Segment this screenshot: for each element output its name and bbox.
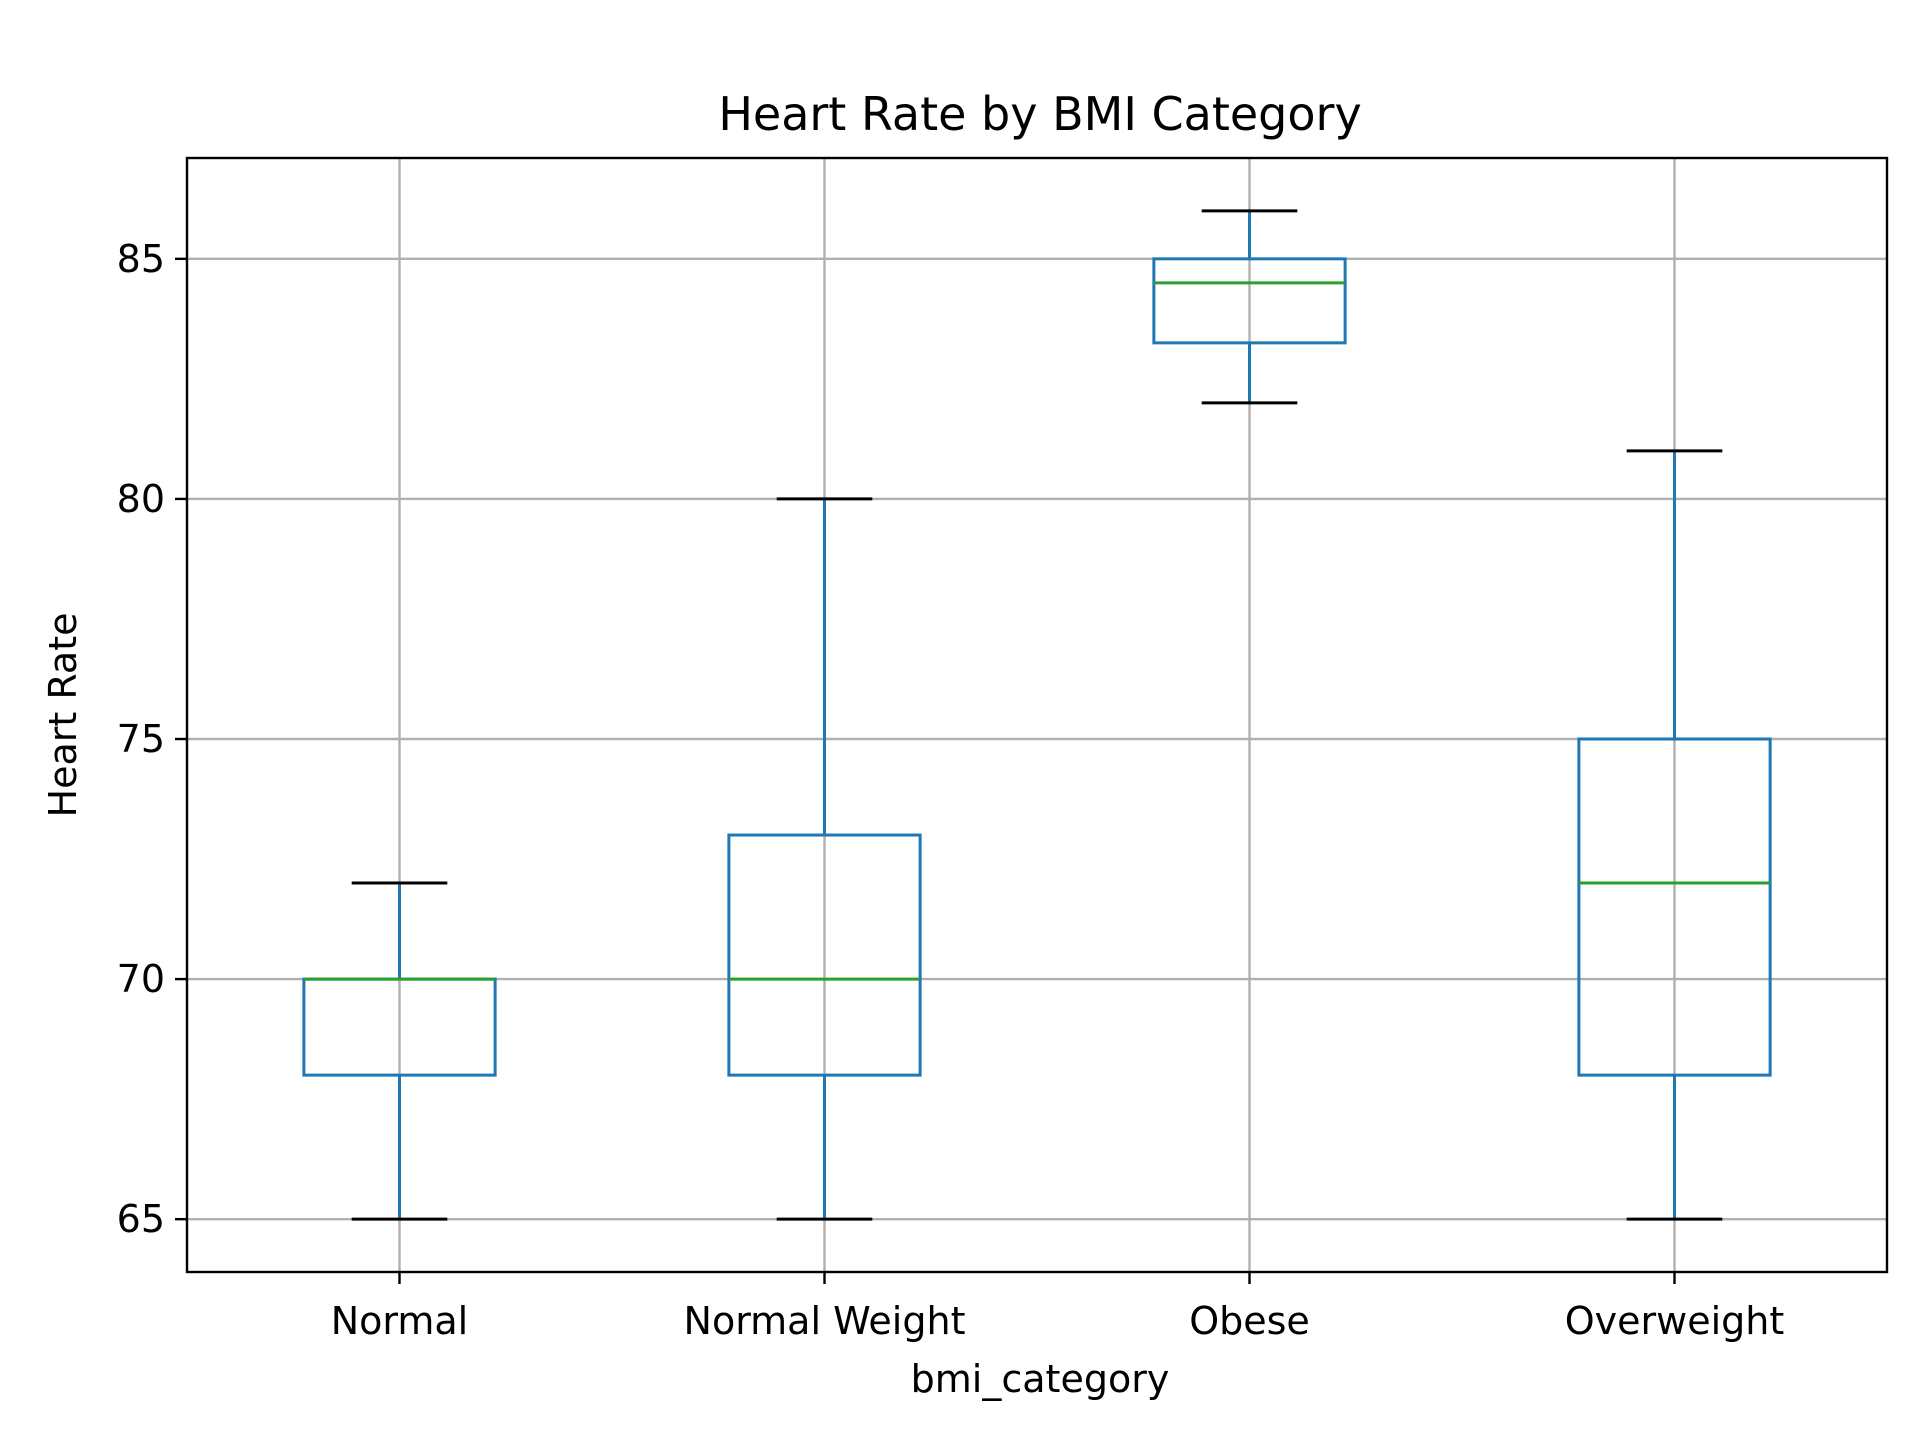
chart-title: Heart Rate by BMI Category bbox=[718, 87, 1361, 141]
iqr-box bbox=[1577, 737, 1772, 1077]
x-tick-label: Normal Weight bbox=[684, 1299, 966, 1343]
x-axis-label: bmi_category bbox=[911, 1357, 1170, 1401]
y-tick-label: 80 bbox=[117, 477, 165, 521]
box-group bbox=[302, 881, 497, 1221]
y-tick-label: 85 bbox=[117, 237, 165, 281]
y-tick-label: 75 bbox=[117, 717, 165, 761]
box-group bbox=[727, 497, 922, 1221]
iqr-box bbox=[1152, 257, 1347, 345]
x-tick-label: Obese bbox=[1189, 1299, 1310, 1343]
y-tick-label: 65 bbox=[117, 1197, 165, 1241]
x-tick-label: Overweight bbox=[1565, 1299, 1785, 1343]
grid-layer bbox=[187, 158, 1887, 1272]
box-layer bbox=[302, 209, 1772, 1221]
iqr-box bbox=[727, 833, 922, 1077]
box-group bbox=[1577, 449, 1772, 1221]
plot-frame bbox=[185, 156, 1889, 1274]
x-tick-label: Normal bbox=[331, 1299, 469, 1343]
tick-layer: 65 70 75 80 85 Normal Normal Weight Obese Overwe… bbox=[117, 237, 1785, 1343]
y-tick-label: 70 bbox=[117, 957, 165, 1001]
box-group bbox=[1152, 209, 1347, 405]
y-axis-label: Heart Rate bbox=[41, 613, 85, 818]
